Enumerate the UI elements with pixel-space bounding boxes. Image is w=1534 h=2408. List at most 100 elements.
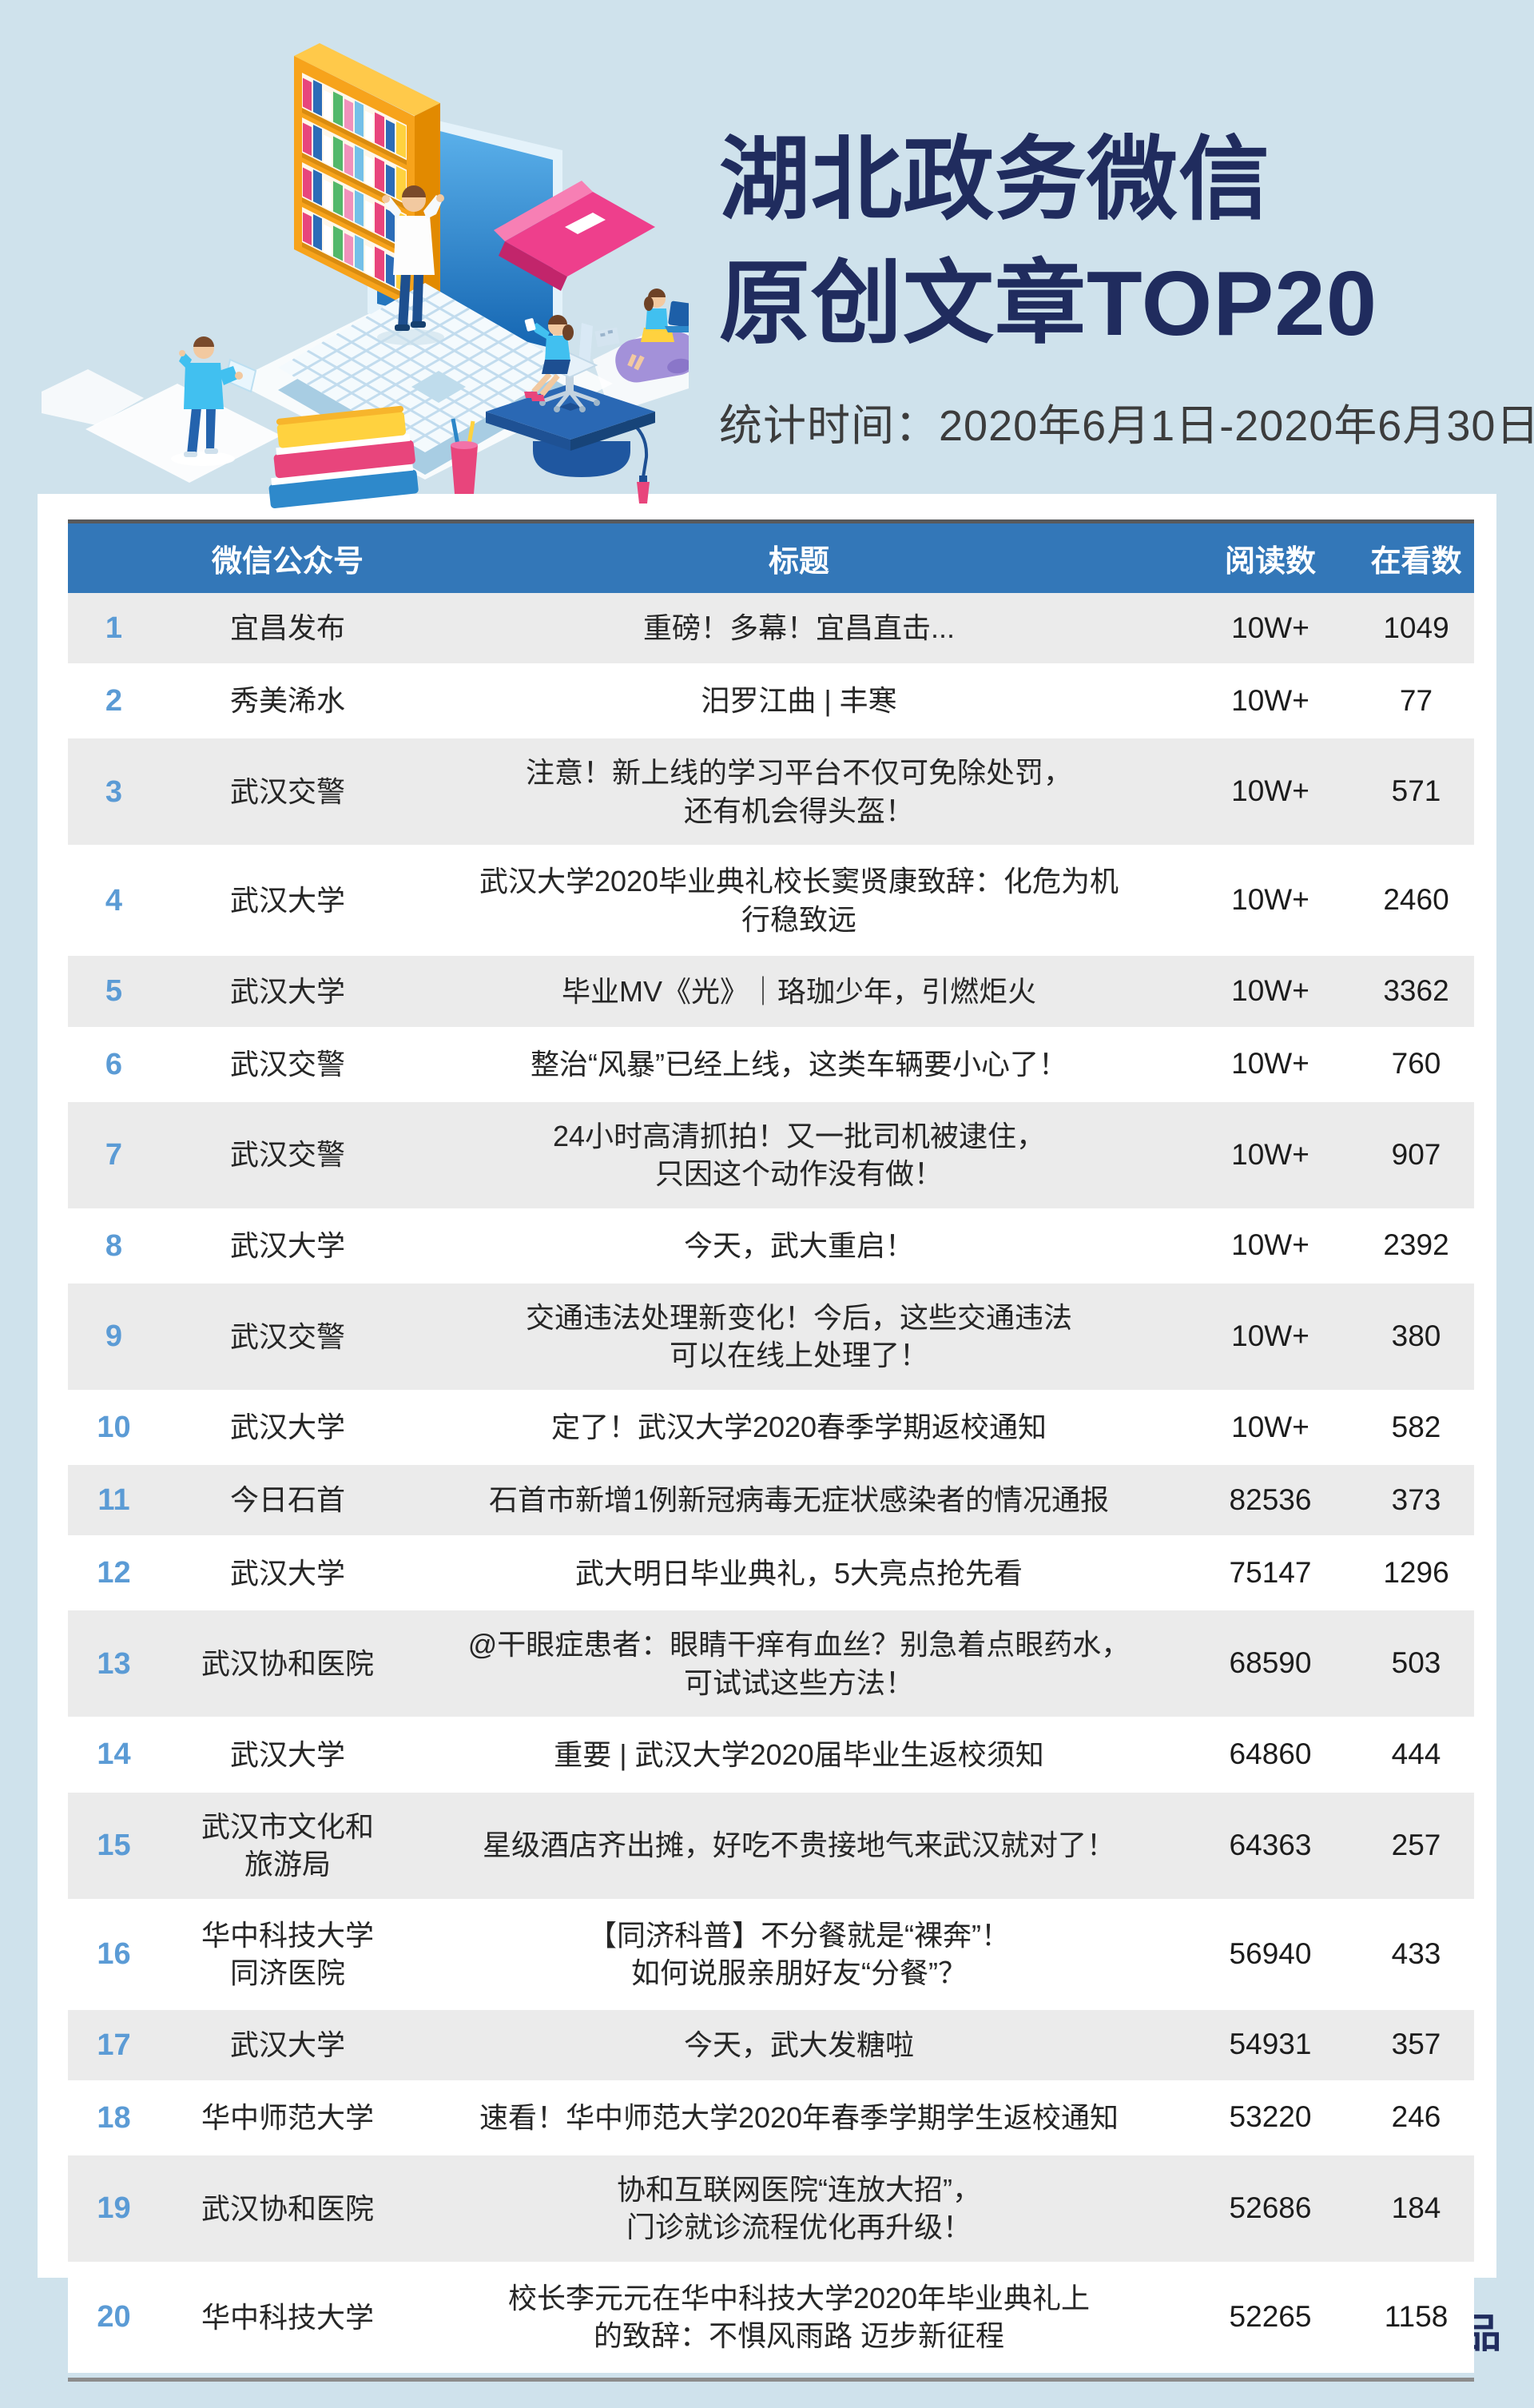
- article-title: @干眼症患者：眼睛干痒有血丝？别急着点眼药水， 可试试这些方法！: [467, 1628, 1131, 1699]
- read-count: 68590: [1229, 1646, 1312, 1680]
- article-title: 石首市新增1例新冠病毒无症状感染者的情况通报: [488, 1483, 1110, 1517]
- account-name: 武汉大学: [229, 2028, 345, 2061]
- read-count: 10W+: [1231, 1410, 1309, 1443]
- reads-column-header: 阅读数: [1224, 545, 1316, 579]
- account-name: 华中师范大学: [201, 2101, 374, 2135]
- account-name: 秀美浠水: [229, 684, 345, 718]
- look-count: 503: [1391, 1646, 1441, 1680]
- table-row: 11 今日石首 石首市新增1例新冠病毒无症状感染者的情况通报 82536 373: [68, 1465, 1474, 1538]
- pencil-cup-icon: [451, 418, 478, 494]
- account-name: 武汉交警: [229, 1047, 345, 1081]
- rank-number: 17: [97, 2028, 131, 2062]
- table-row: 16 华中科技大学 同济医院 【同济科普】不分餐就是“裸奔”！ 如何说服亲朋好友…: [68, 1901, 1474, 2010]
- page-title-line1: 湖北政务微信: [719, 129, 1271, 231]
- title-column-header: 标题: [768, 545, 829, 579]
- article-title: 重要 | 武汉大学2020届毕业生返校须知: [554, 1737, 1044, 1771]
- read-count: 54931: [1229, 2028, 1312, 2061]
- rank-number: 13: [97, 1646, 131, 1681]
- table-bottom-rule: [68, 2378, 1474, 2382]
- read-count: 64363: [1229, 1828, 1312, 1861]
- table-row: 19 武汉协和医院 协和互联网医院“连放大招”， 门诊就诊流程优化再升级！ 52…: [68, 2155, 1474, 2264]
- table-row: 15 武汉市文化和 旅游局 星级酒店齐出摊，好吃不贵接地气来武汉就对了！ 643…: [68, 1792, 1474, 1901]
- article-title: 校长李元元在华中科技大学2020年毕业典礼上 的致辞：不惧风雨路 迈步新征程: [507, 2281, 1091, 2353]
- look-count: 1158: [1384, 2300, 1449, 2334]
- article-title: 注意！新上线的学习平台不仅可免除处罚， 还有机会得头盔！: [525, 756, 1072, 827]
- rank-number: 16: [97, 1937, 131, 1972]
- table-row: 10 武汉大学 定了！武汉大学2020春季学期返校通知 10W+ 582: [68, 1391, 1474, 1466]
- rank-number: 9: [105, 1319, 123, 1354]
- looks-column-header: 在看数: [1370, 545, 1462, 579]
- table-row: 8 武汉大学 今天，武大重启！ 10W+ 2392: [68, 1210, 1474, 1284]
- hero-illustration: [42, 43, 689, 508]
- account-name: 武汉大学: [229, 1556, 345, 1590]
- article-title: 交通违法处理新变化！今后，这些交通违法 可以在线上处理了！: [525, 1300, 1072, 1372]
- standing-reader-figure: [171, 336, 257, 466]
- table-header-row: 微信公众号 标题 阅读数 在看数: [68, 519, 1474, 593]
- account-name: 武汉大学: [229, 1737, 345, 1771]
- look-count: 1049: [1383, 611, 1449, 644]
- page-title-line2: 原创文章TOP20: [719, 253, 1378, 356]
- account-name: 武汉大学: [229, 974, 345, 1008]
- read-count: 10W+: [1231, 974, 1309, 1008]
- account-name: 武汉交警: [229, 1319, 345, 1353]
- table-row: 1 宜昌发布 重磅！多幕！宜昌直击... 10W+ 1049: [68, 593, 1474, 667]
- account-name: 武汉大学: [229, 1229, 345, 1263]
- article-title: 汨罗江曲 | 丰寒: [701, 684, 897, 718]
- article-title: 24小时高清抓拍！又一批司机被逮住， 只因这个动作没有做！: [552, 1119, 1046, 1191]
- read-count: 10W+: [1231, 1137, 1309, 1171]
- account-name: 华中科技大学 同济医院: [201, 1918, 374, 1990]
- table-row: 7 武汉交警 24小时高清抓拍！又一批司机被逮住， 只因这个动作没有做！ 10W…: [68, 1101, 1474, 1211]
- article-title: 整治“风暴”已经上线，这类车辆要小心了！: [531, 1047, 1067, 1081]
- read-count: 53220: [1229, 2100, 1312, 2134]
- rank-number: 1: [105, 611, 123, 645]
- look-count: 2392: [1383, 1228, 1449, 1262]
- look-count: 1296: [1383, 1555, 1449, 1589]
- account-name: 武汉大学: [229, 1411, 345, 1444]
- table-body: 1 宜昌发布 重磅！多幕！宜昌直击... 10W+ 1049 2 秀美浠水 汨罗…: [68, 593, 1474, 2373]
- look-count: 357: [1391, 2028, 1441, 2061]
- rank-number: 14: [97, 1737, 131, 1772]
- look-count: 77: [1399, 683, 1433, 717]
- account-name: 宜昌发布: [229, 611, 345, 645]
- article-title: 重磅！多幕！宜昌直击...: [642, 611, 955, 645]
- read-count: 82536: [1229, 1483, 1312, 1516]
- rank-number: 4: [105, 883, 123, 917]
- article-title: 毕业MV《光》｜珞珈少年，引燃炬火: [561, 974, 1036, 1008]
- open-book-house-icon: [494, 181, 655, 291]
- man-on-keyboard-figure: [377, 185, 444, 345]
- read-count: 10W+: [1231, 1319, 1309, 1352]
- woman-on-office-chair-figure: [524, 315, 574, 401]
- header-block: 湖北政务微信 原创文章TOP20 统计时间：2020年6月1日-2020年6月3…: [719, 118, 1534, 453]
- read-count: 10W+: [1231, 774, 1309, 808]
- rank-number: 5: [105, 974, 123, 1009]
- look-count: 760: [1391, 1047, 1441, 1081]
- read-count: 75147: [1229, 1555, 1312, 1589]
- look-count: 433: [1391, 1936, 1441, 1970]
- look-count: 2460: [1383, 883, 1449, 917]
- article-title: 【同济科普】不分餐就是“裸奔”！ 如何说服亲朋好友“分餐”？: [588, 1918, 1010, 1990]
- ranking-table: 微信公众号 标题 阅读数 在看数 1 宜昌发布 重磅！多幕！宜昌直击... 10…: [68, 519, 1474, 2382]
- article-title: 今天，武大发糖啦: [683, 2028, 914, 2061]
- table-row: 5 武汉大学 毕业MV《光》｜珞珈少年，引燃炬火 10W+ 3362: [68, 956, 1474, 1029]
- read-count: 10W+: [1231, 611, 1309, 644]
- look-count: 444: [1391, 1737, 1441, 1771]
- article-title: 今天，武大重启！: [683, 1229, 914, 1263]
- table-row: 13 武汉协和医院 @干眼症患者：眼睛干痒有血丝？别急着点眼药水， 可试试这些方…: [68, 1610, 1474, 1720]
- account-column-header: 微信公众号: [211, 545, 364, 579]
- rank-number: 15: [97, 1829, 131, 1862]
- look-count: 571: [1391, 774, 1441, 808]
- account-name: 武汉协和医院: [201, 2191, 374, 2225]
- rank-number: 11: [97, 1483, 130, 1518]
- table-row: 17 武汉大学 今天，武大发糖啦 54931 357: [68, 2009, 1474, 2083]
- read-count: 10W+: [1231, 683, 1309, 717]
- article-title: 协和互联网医院“连放大招”， 门诊就诊流程优化再升级！: [617, 2172, 981, 2244]
- look-count: 907: [1391, 1137, 1441, 1171]
- content-panel: 微信公众号 标题 阅读数 在看数 1 宜昌发布 重磅！多幕！宜昌直击... 10…: [38, 494, 1496, 2382]
- look-count: 257: [1391, 1828, 1441, 1861]
- read-count: 10W+: [1231, 1047, 1309, 1081]
- read-count: 52265: [1229, 2300, 1312, 2334]
- rank-number: 7: [105, 1138, 123, 1172]
- rank-number: 2: [105, 684, 123, 718]
- account-name: 武汉交警: [229, 1138, 345, 1172]
